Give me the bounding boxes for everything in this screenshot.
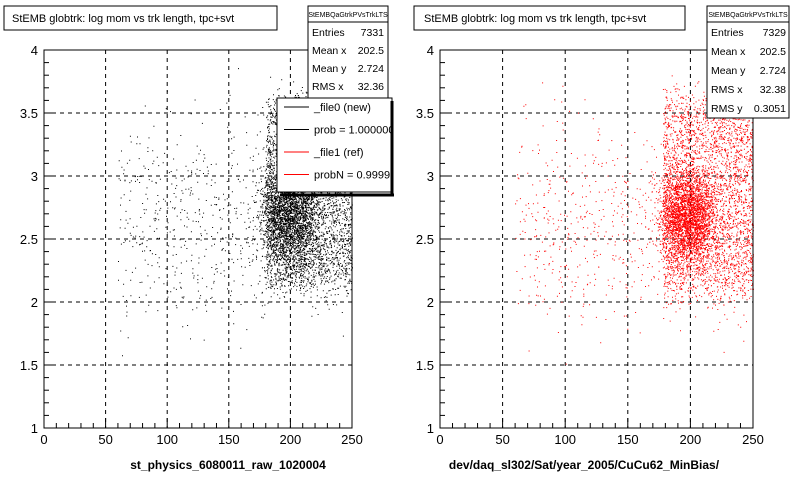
x-tick-label: 150 (218, 432, 240, 447)
legend-rows: _file0 (new) prob = 1.000000 _file1 (ref) p… (284, 102, 402, 182)
legend-label: probN = 0.999910 (314, 170, 402, 182)
stats-box: StEMBQaGtrkPVsTrkLTS Entries 7331 Mean x 20… (307, 5, 389, 107)
y-tick-label: 1 (427, 421, 434, 436)
axis-ticks (43, 49, 353, 429)
stats-value: 2.724 (760, 65, 786, 77)
scatter-points (118, 64, 353, 357)
stats-label: RMS y (711, 103, 743, 115)
stats-label: RMS x (711, 84, 743, 96)
scatter-marks (118, 64, 353, 357)
x-tick-label: 200 (680, 432, 702, 447)
stats-label: Mean x (711, 46, 746, 58)
x-tick-label: 50 (495, 432, 509, 447)
y-tick-label: 3 (427, 169, 434, 184)
x-tick-label: 150 (617, 432, 639, 447)
stats-value: 0.3051 (754, 103, 786, 115)
y-tick-label: 4 (427, 43, 434, 58)
y-tick-label: 4 (31, 43, 38, 58)
stats-rows: Entries 7329 Mean x 202.5 Mean y 2.724 RMS x 32… (711, 27, 786, 115)
x-tick-label: 0 (40, 432, 47, 447)
y-tick-label: 2 (31, 295, 38, 310)
x-tick-label: 50 (98, 432, 112, 447)
stats-header: StEMBQaGtrkPVsTrkLTS (308, 12, 388, 19)
x-tick-label: 250 (341, 432, 363, 447)
title-box (3, 5, 278, 31)
x-tick-label: 0 (436, 432, 443, 447)
stats-box: StEMBQaGtrkPVsTrkLTS Entries 7329 Mean x 20… (706, 5, 790, 119)
legend-label: _file1 (ref) (313, 147, 364, 159)
stats-value: 7331 (361, 27, 385, 39)
legend-box: _file0 (new) prob = 1.000000 _file1 (ref) p… (276, 97, 402, 197)
stats-label: Entries (711, 27, 744, 39)
y-tick-label: 1 (31, 421, 38, 436)
axis-tick-labels: 0 50 100 150 200 250 1 1.5 2 2.5 3 3.5 4 (20, 43, 363, 447)
stats-value: 202.5 (760, 46, 786, 58)
x-tick-label: 200 (280, 432, 302, 447)
x-tick-label: 100 (156, 432, 178, 447)
stats-label: Mean y (312, 63, 347, 75)
grid (440, 50, 753, 428)
scatter-marks (515, 75, 754, 365)
y-tick-label: 3.5 (20, 106, 38, 121)
x-axis-title: dev/daq_sl302/Sat/year_2005/CuCu62_MinBi… (449, 458, 720, 472)
y-tick-label: 3 (31, 169, 38, 184)
stats-value: 32.38 (760, 84, 786, 96)
stats-value: 32.36 (358, 81, 384, 93)
stats-value: 7329 (763, 27, 787, 39)
y-tick-label: 2.5 (20, 232, 38, 247)
stats-label: Mean y (711, 65, 746, 77)
right-panel: StEMB globtrk: log mom vs trk length, tp… (413, 5, 790, 472)
chart-title: StEMB globtrk: log mom vs trk length, tp… (424, 13, 646, 25)
stats-rows: Entries 7331 Mean x 202.5 Mean y 2.724 RMS x 32… (312, 27, 384, 93)
left-panel: StEMB globtrk: log mom vs trk length, tp… (3, 5, 402, 472)
chart-title: StEMB globtrk: log mom vs trk length, tp… (12, 13, 234, 25)
stats-value: 202.5 (358, 45, 384, 57)
y-tick-label: 3.5 (416, 106, 434, 121)
axis-tick-labels: 0 50 100 150 200 250 1 1.5 2 2.5 3 3.5 4 (416, 43, 764, 447)
title-box (413, 5, 686, 31)
x-axis-title: st_physics_6080011_raw_1020004 (130, 458, 326, 472)
stats-label: RMS x (312, 81, 344, 93)
legend-label: prob = 1.000000 (314, 125, 394, 137)
legend-label: _file0 (new) (313, 102, 371, 114)
y-tick-label: 2.5 (416, 232, 434, 247)
stats-value: 2.724 (358, 63, 384, 75)
stats-label: Entries (312, 27, 345, 39)
y-tick-label: 2 (427, 295, 434, 310)
y-tick-label: 1.5 (20, 358, 38, 373)
stats-header: StEMBQaGtrkPVsTrkLTS (708, 12, 788, 19)
x-tick-label: 250 (742, 432, 764, 447)
scatter-points (515, 75, 754, 365)
stats-label: Mean x (312, 45, 347, 57)
y-tick-label: 1.5 (416, 358, 434, 373)
x-tick-label: 100 (554, 432, 576, 447)
axis-ticks (439, 49, 754, 429)
